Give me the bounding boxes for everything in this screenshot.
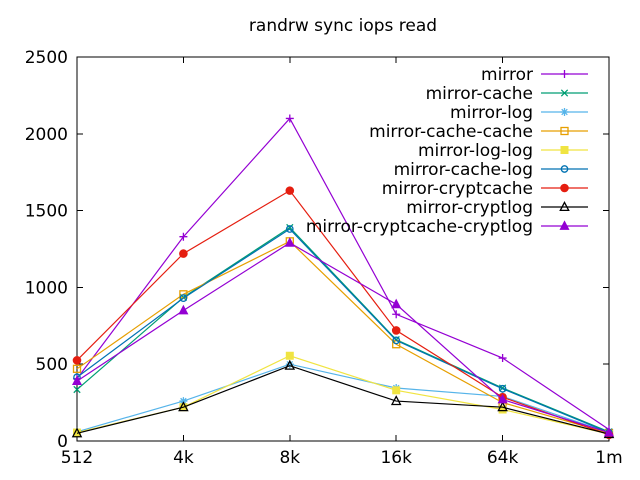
legend-label: mirror	[481, 65, 533, 85]
series-line	[76, 228, 610, 434]
marker-asterisk	[285, 360, 294, 369]
x-tick-label: 8k	[279, 448, 300, 468]
y-tick-label: 500	[36, 355, 68, 375]
legend-label: mirror-log	[450, 103, 533, 123]
series-line	[76, 242, 610, 434]
series-line	[76, 363, 610, 434]
marker-circle-open	[498, 384, 507, 393]
marker-triangle-filled	[603, 426, 615, 437]
marker-triangle-open	[178, 401, 189, 412]
x-tick-label: 512	[61, 448, 93, 468]
marker-circle-open	[285, 225, 294, 233]
series-mirror-cryptcache-cryptlog	[71, 237, 615, 437]
marker-square-open	[560, 126, 569, 136]
series-line	[76, 189, 610, 436]
series-mirror-cache-log	[73, 225, 613, 437]
x-tick-label: 16k	[380, 448, 412, 468]
marker-triangle-open	[497, 401, 508, 412]
y-tick-label: 1000	[25, 278, 68, 298]
legend: mirrormirror-cachemirror-logmirror-cache…	[306, 65, 588, 237]
legend-item-mirror-cryptcache: mirror-cryptcache	[382, 179, 588, 199]
marker-triangle-open	[284, 359, 296, 370]
plot-frame	[76, 56, 610, 442]
legend-label: mirror-cache-cache	[369, 122, 533, 142]
marker-cross	[73, 385, 81, 394]
marker-triangle-open	[390, 395, 402, 406]
marker-triangle-filled	[178, 304, 189, 315]
series-mirror-log-log	[73, 351, 613, 439]
marker-triangle-filled	[391, 298, 402, 309]
legend-item-mirror-cache-cache: mirror-cache-cache	[369, 122, 588, 142]
marker-plus	[498, 354, 507, 363]
x-tick-label: 1m	[595, 448, 622, 468]
legend-label: mirror-cryptcache	[382, 179, 533, 199]
y-tick-label: 0	[57, 432, 68, 452]
series-line	[76, 240, 610, 434]
marker-circle-open	[179, 294, 188, 303]
legend-label: mirror-cache	[426, 84, 533, 104]
marker-triangle-open	[71, 427, 83, 438]
x-tick-label: 4k	[173, 448, 194, 468]
legend-label: mirror-cache-log	[394, 160, 533, 180]
series-line	[76, 365, 610, 435]
legend-label: mirror-cryptlog	[406, 198, 533, 218]
marker-cross	[560, 89, 569, 97]
marker-plus	[560, 70, 569, 78]
marker-circle-filled	[391, 326, 401, 335]
marker-square-filled	[285, 351, 294, 360]
marker-triangle-filled	[71, 375, 83, 385]
marker-asterisk	[560, 108, 569, 116]
marker-plus	[179, 232, 188, 241]
marker-circle-filled	[72, 356, 82, 365]
y-tick-label: 2500	[25, 48, 68, 68]
series-line	[76, 226, 610, 433]
series-line	[76, 117, 610, 430]
marker-circle-open	[560, 165, 569, 173]
marker-circle-filled	[560, 183, 569, 193]
marker-plus	[285, 114, 294, 123]
legend-label: mirror-log-log	[418, 141, 533, 161]
legend-item-mirror-cryptlog: mirror-cryptlog	[406, 198, 588, 218]
y-tick-label: 1500	[25, 202, 68, 222]
legend-label: mirror-cryptcache-cryptlog	[306, 217, 533, 237]
series-line	[76, 355, 610, 435]
marker-square-open	[72, 364, 82, 373]
legend-item-mirror-cache: mirror-cache	[426, 84, 588, 104]
marker-circle-filled	[285, 186, 295, 195]
y-tick-label: 2000	[25, 125, 68, 145]
plot-area: 512 4k 8k 16k 64k 1m 0 500 1000 1500 2000 2500	[25, 48, 623, 468]
marker-square-filled	[560, 146, 569, 154]
legend-item-mirror-cache-log: mirror-cache-log	[394, 160, 588, 180]
marker-circle-filled	[179, 249, 188, 258]
legend-item-mirror: mirror	[481, 65, 588, 85]
legend-item-mirror-log-log: mirror-log-log	[418, 141, 588, 161]
chart-title: randrw sync iops read	[249, 16, 437, 36]
marker-triangle-filled	[497, 393, 508, 404]
marker-circle-open	[392, 336, 401, 345]
marker-cross	[286, 223, 294, 232]
series-mirror-log	[73, 360, 613, 437]
marker-asterisk	[179, 397, 188, 406]
marker-triangle-filled	[284, 237, 295, 247]
marker-triangle-open	[559, 201, 570, 212]
marker-plus	[392, 310, 401, 319]
legend-item-mirror-cryptcache-cryptlog: mirror-cryptcache-cryptlog	[306, 217, 588, 237]
marker-square-filled	[392, 386, 401, 395]
legend-item-mirror-log: mirror-log	[450, 103, 588, 123]
marker-triangle-filled	[559, 220, 570, 230]
x-tick-label: 64k	[487, 448, 519, 468]
